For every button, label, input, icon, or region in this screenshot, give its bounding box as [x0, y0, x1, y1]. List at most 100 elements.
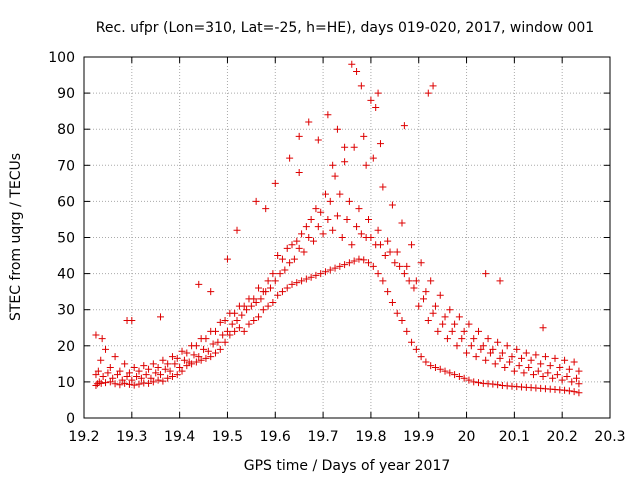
- data-point: [185, 358, 193, 366]
- data-point: [329, 161, 337, 169]
- data-point: [408, 241, 416, 249]
- data-point: [427, 277, 435, 285]
- data-point: [403, 327, 411, 335]
- data-point: [357, 82, 365, 90]
- data-point: [372, 104, 380, 112]
- data-point: [556, 363, 564, 371]
- data-point: [441, 367, 449, 375]
- data-point: [168, 372, 176, 380]
- data-point: [293, 279, 301, 287]
- data-point: [281, 266, 289, 274]
- data-point: [532, 351, 540, 359]
- data-point: [264, 277, 272, 285]
- data-point: [331, 264, 339, 272]
- data-point: [305, 234, 313, 241]
- data-point: [133, 372, 141, 380]
- data-point: [565, 387, 573, 395]
- data-point: [240, 327, 248, 335]
- data-point: [195, 280, 203, 288]
- data-point: [130, 363, 138, 371]
- data-point: [94, 367, 102, 375]
- data-point: [486, 349, 494, 357]
- data-point: [314, 223, 322, 231]
- data-point: [245, 295, 253, 303]
- data-point: [429, 82, 437, 90]
- data-point: [539, 372, 547, 380]
- x-tick-label: 19.3: [116, 429, 147, 445]
- data-point: [393, 309, 401, 317]
- data-point: [460, 327, 468, 335]
- x-tick-label: 19.4: [164, 429, 195, 445]
- data-point: [321, 268, 329, 276]
- data-point: [391, 259, 399, 267]
- data-point: [137, 374, 145, 382]
- data-point: [348, 60, 356, 68]
- data-point: [412, 277, 420, 285]
- data-point: [443, 335, 451, 343]
- data-point: [154, 363, 162, 371]
- data-point: [431, 302, 439, 310]
- data-point: [276, 270, 284, 278]
- data-point: [295, 132, 303, 140]
- data-point: [99, 372, 107, 380]
- data-point: [534, 367, 542, 375]
- data-point: [353, 67, 361, 75]
- data-point: [166, 367, 174, 375]
- data-point: [494, 338, 502, 346]
- data-point: [575, 367, 583, 375]
- data-point: [374, 270, 382, 278]
- data-point: [355, 255, 363, 263]
- data-point: [173, 354, 181, 362]
- data-point: [125, 369, 133, 377]
- data-point: [102, 379, 110, 387]
- data-point: [333, 125, 341, 133]
- data-point: [298, 277, 306, 285]
- x-tick-label: 20.1: [499, 429, 530, 445]
- data-point: [293, 237, 301, 245]
- y-tick-label: 30: [57, 303, 75, 319]
- data-point: [231, 327, 239, 335]
- data-point: [388, 201, 396, 209]
- data-point: [259, 288, 267, 296]
- data-point: [465, 320, 473, 328]
- data-point: [223, 327, 231, 335]
- data-point: [95, 378, 103, 386]
- data-point: [149, 360, 157, 368]
- data-point: [157, 313, 165, 321]
- data-point: [274, 252, 282, 260]
- data-point: [408, 338, 416, 346]
- data-point: [92, 371, 100, 379]
- data-point: [348, 241, 356, 249]
- data-point: [142, 371, 150, 379]
- data-point: [207, 288, 215, 296]
- data-point: [570, 388, 578, 396]
- data-point: [496, 277, 504, 285]
- data-point: [518, 354, 526, 362]
- data-point: [255, 284, 263, 292]
- data-point: [573, 374, 581, 382]
- data-point: [376, 140, 384, 148]
- data-point: [561, 356, 569, 364]
- data-point: [400, 122, 408, 130]
- data-point: [307, 215, 315, 223]
- data-point: [149, 378, 157, 386]
- data-point: [439, 320, 447, 328]
- data-point: [302, 223, 310, 231]
- data-point: [455, 313, 463, 321]
- data-point: [353, 223, 361, 231]
- data-point: [262, 205, 270, 213]
- data-point: [367, 96, 375, 104]
- data-point: [111, 353, 119, 361]
- data-point: [396, 262, 404, 270]
- data-point: [501, 363, 509, 371]
- y-tick-label: 20: [57, 339, 75, 355]
- x-tick-label: 19.9: [403, 429, 434, 445]
- data-point: [92, 331, 100, 339]
- data-point: [97, 379, 105, 387]
- data-point: [228, 320, 236, 328]
- data-point: [178, 367, 186, 375]
- data-point: [400, 270, 408, 278]
- data-point: [92, 382, 100, 390]
- data-point: [283, 284, 291, 292]
- data-point: [180, 356, 188, 364]
